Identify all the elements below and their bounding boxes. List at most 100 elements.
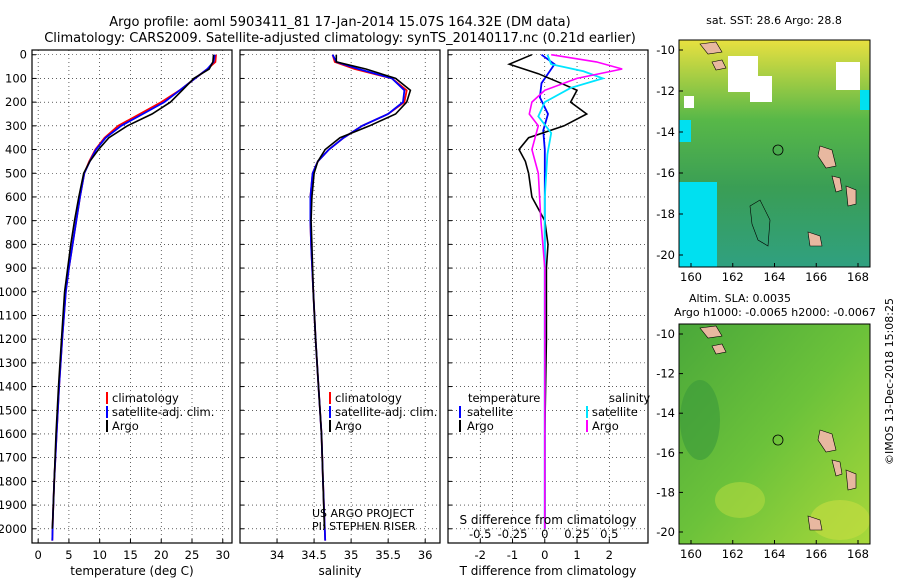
s-difference-tick-label: -0.5 — [469, 527, 491, 541]
sst-map-title: sat. SST: 28.6 Argo: 28.8 — [706, 14, 842, 27]
s-difference-tick-label: 0 — [541, 527, 548, 541]
lat-tick-label: -18 — [656, 485, 675, 499]
sla-map-argo-location — [772, 434, 784, 446]
sla-map — [678, 323, 871, 545]
series-line-argo — [310, 54, 412, 529]
depth-tick-label: 100 — [5, 71, 27, 85]
depth-tick-label: 1800 — [0, 474, 27, 488]
lat-tick-label: -12 — [656, 367, 675, 381]
depth-tick-label: 1500 — [0, 403, 27, 417]
series-line-t-argo — [507, 53, 589, 529]
lat-tick-label: -18 — [656, 207, 675, 221]
x-tick-label: 15 — [123, 548, 138, 562]
sla-map-islands — [699, 325, 857, 531]
x-tick-label: 10 — [92, 548, 107, 562]
depth-tick-label: 200 — [5, 95, 27, 109]
lon-tick-label: 164 — [764, 270, 786, 284]
depth-tick-label: 400 — [5, 143, 27, 157]
x-axes: 0 5 10 15 20 25 30 34 34.5 35 35.5 36 -2 -1 0 1 2 -0.5 -0.… — [34, 527, 618, 562]
legend-label-argo: Argo — [112, 419, 139, 433]
difference-legend: temperature salinity satellite Argo sate… — [459, 391, 650, 433]
lon-tick-label: 162 — [722, 547, 744, 561]
x-tick-label: 1 — [573, 548, 580, 562]
sst-map-islands — [699, 41, 857, 247]
sst-map-cyan-patch — [679, 90, 870, 267]
legend-label-t-satellite: satellite — [467, 405, 513, 419]
sla-map-subtitle: Argo h1000: -0.0065 h2000: -0.0067 — [674, 306, 876, 319]
lon-tick-label: 166 — [805, 270, 827, 284]
salinity-legend: climatology satellite-adj. clim. Argo — [329, 391, 437, 433]
x-tick-label: -2 — [475, 548, 486, 562]
x-tick-label: 25 — [185, 548, 200, 562]
lat-tick-label: -12 — [656, 84, 675, 98]
timestamp: ©IMOS 13-Dec-2018 15:08:25 — [883, 298, 896, 465]
depth-axis: 0 100 200 300 400 500 600 700 800 900 1000 1100 1200… — [0, 48, 452, 536]
lon-tick-label: 164 — [764, 547, 786, 561]
lon-tick-label: 166 — [805, 547, 827, 561]
difference-panel-frame — [447, 49, 649, 544]
depth-tick-label: 1300 — [0, 356, 27, 370]
series-line-argo — [51, 54, 215, 529]
depth-tick-label: 600 — [5, 190, 27, 204]
salinity-panel-frame — [239, 49, 441, 544]
figure-title: Argo profile: aoml 5903411_81 17-Jan-201… — [109, 15, 570, 30]
series-line-satellite-adj-clim- — [309, 54, 406, 541]
lat-tick-label: -20 — [656, 525, 675, 539]
legend-label-climatology: climatology — [112, 391, 179, 405]
legend-label-climatology: climatology — [335, 391, 402, 405]
legend-header-temperature: temperature — [468, 391, 540, 405]
series-line-s-satellite — [537, 54, 606, 529]
depth-tick-label: 700 — [5, 214, 27, 228]
lat-tick-label: -20 — [656, 248, 675, 262]
lat-tick-label: -16 — [656, 166, 675, 180]
lon-tick-label: 160 — [680, 547, 702, 561]
legend-label-s-satellite: satellite — [592, 405, 638, 419]
depth-tick-label: 800 — [5, 237, 27, 251]
salinity-axis-label: salinity — [318, 564, 361, 578]
x-tick-label: 0 — [541, 548, 548, 562]
depth-tick-label: 0 — [20, 48, 27, 62]
x-tick-label: 34 — [270, 548, 285, 562]
lon-tick-label: 168 — [847, 270, 869, 284]
legend-label-s-argo: Argo — [592, 419, 619, 433]
temperature-legend: climatology satellite-adj. clim. Argo — [106, 391, 214, 433]
s-difference-tick-label: 0.5 — [600, 527, 618, 541]
lat-tick-label: -14 — [656, 406, 675, 420]
sst-map — [678, 39, 871, 268]
x-tick-label: 0 — [34, 548, 41, 562]
depth-tick-label: 500 — [5, 166, 27, 180]
depth-tick-label: 1200 — [0, 332, 27, 346]
lon-tick-label: 168 — [847, 547, 869, 561]
x-tick-label: 20 — [154, 548, 169, 562]
x-tick-label: 35.5 — [375, 548, 401, 562]
depth-tick-label: 900 — [5, 261, 27, 275]
figure-subtitle: Climatology: CARS2009. Satellite-adjuste… — [44, 31, 636, 46]
s-difference-tick-label: 0.25 — [564, 527, 590, 541]
x-tick-label: 5 — [65, 548, 72, 562]
sla-map-title: Altim. SLA: 0.0035 — [689, 292, 791, 305]
x-tick-label: -1 — [507, 548, 518, 562]
series-line-satellite-adj-clim- — [51, 54, 216, 541]
lon-tick-label: 162 — [722, 270, 744, 284]
x-tick-label: 30 — [215, 548, 230, 562]
x-tick-label: 34.5 — [301, 548, 327, 562]
x-tick-label: 36 — [418, 548, 433, 562]
t-difference-axis-label: T difference from climatology — [459, 564, 637, 578]
lat-tick-label: -10 — [656, 327, 675, 341]
s-difference-tick-label: -0.25 — [498, 527, 528, 541]
sst-map-argo-location — [772, 144, 784, 156]
depth-tick-label: 1400 — [0, 380, 27, 394]
legend-label-satellite: satellite-adj. clim. — [335, 405, 437, 419]
sst-map-cloud-mask — [684, 56, 860, 108]
legend-label-argo: Argo — [335, 419, 362, 433]
s-difference-axis-label: S difference from climatology — [460, 513, 637, 527]
temperature-axis-label: temperature (deg C) — [70, 564, 193, 578]
lat-tick-label: -14 — [656, 125, 675, 139]
profile-curves — [51, 53, 623, 541]
depth-tick-label: 1000 — [0, 285, 27, 299]
series-line-climatology — [51, 54, 217, 541]
lat-tick-label: -16 — [656, 446, 675, 460]
credit-project: US ARGO PROJECT — [312, 507, 414, 520]
lon-tick-label: 160 — [680, 270, 702, 284]
